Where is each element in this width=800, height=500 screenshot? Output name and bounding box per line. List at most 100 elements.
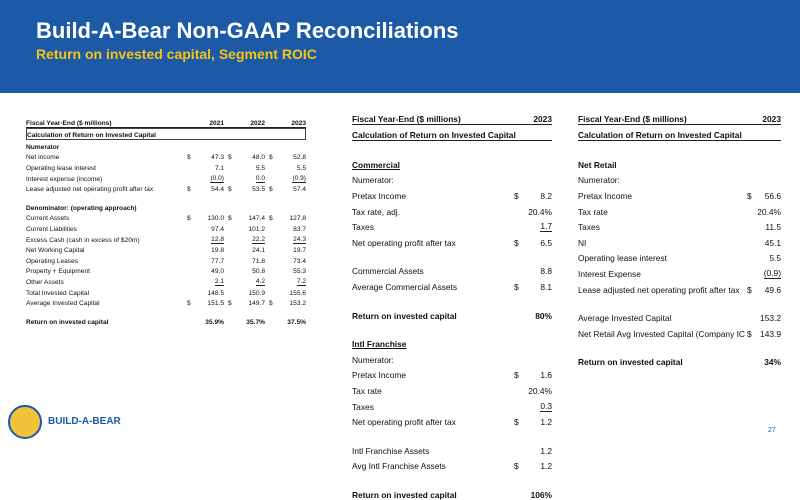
value-cell: 0.3 — [514, 401, 552, 412]
row-label: Taxes — [352, 222, 374, 233]
spacer — [352, 471, 552, 484]
value: 45.1 — [764, 237, 781, 248]
value: 143.9 — [760, 328, 781, 339]
value: 47.3 — [211, 154, 224, 162]
value-cell: 12.8 — [183, 236, 224, 244]
value-cell: 37.5% — [265, 319, 306, 326]
table-row: Operating Leases 77.7 71.8 73.4 — [26, 254, 306, 265]
table-row: Interest expense (income) (0.0) 0.0 (0.9) — [26, 172, 306, 183]
value: 1.2 — [540, 417, 552, 428]
row-label: Calculation of Return on Invested Capita… — [352, 130, 516, 141]
value: 1.2 — [540, 445, 552, 456]
currency: $ — [514, 370, 519, 381]
value-cell: 153.2 — [747, 313, 781, 323]
header-label: Fiscal Year-End ($ millions) — [26, 119, 112, 127]
value: 97.4 — [211, 225, 224, 233]
value-cell: 1.7 — [514, 221, 552, 233]
table-row: Calculation of Return on Invested Capita… — [352, 125, 552, 142]
table-row: Net income $47.3 $48.0 $52.8 — [26, 151, 306, 162]
header-row: Fiscal Year-End ($ millions) 2023 — [352, 108, 552, 125]
value: 127.8 — [289, 215, 306, 223]
value: 48.0 — [252, 154, 265, 162]
row-label: Interest Expense — [578, 268, 641, 279]
row-label: Return on invested capital — [352, 489, 457, 500]
value: 12.8 — [211, 235, 224, 244]
row-label: Other Assets — [26, 278, 64, 286]
header-row: Fiscal Year-End ($ millions) 2021 2022 2023 — [26, 116, 306, 128]
value-cell: 24.1 — [224, 247, 265, 254]
value: 5.5 — [296, 164, 306, 172]
value: 54.4 — [211, 186, 224, 194]
table-row: Return on invested capital 80% — [352, 305, 552, 321]
table-row: Taxes 1.7 — [352, 217, 552, 233]
table-row: Pretax Income $1.6 — [352, 365, 552, 381]
spacer — [352, 248, 552, 261]
spacer — [578, 295, 781, 308]
header-cell: 2023 — [747, 114, 781, 124]
row-label: Numerator: — [352, 354, 394, 365]
value: (0.9) — [292, 174, 306, 183]
currency: $ — [514, 461, 519, 472]
value: 1.6 — [540, 370, 552, 381]
row-label: Net Working Capital — [26, 247, 85, 255]
row-group: Calculation of Return on Invested Capita… — [352, 125, 552, 142]
value-cell: 11.5 — [747, 222, 781, 232]
value: 151.5 — [207, 300, 224, 308]
value-cell: 155.6 — [265, 290, 306, 297]
value-cell: $56.6 — [747, 191, 781, 201]
value-cell: $48.0 — [224, 154, 265, 161]
table-row: Total Invested Capital 148.5 150.9 155.6 — [26, 286, 306, 297]
value: 5.5 — [769, 253, 781, 264]
header-cell: 2023 — [265, 120, 306, 127]
table-row: Avg Intl Franchise Assets $1.2 — [352, 456, 552, 472]
value: 11.5 — [765, 222, 781, 233]
currency: $ — [187, 154, 191, 162]
row-group: Net Retail Numerator: Pretax Income $56.6 Ta… — [578, 154, 781, 295]
value: 4.2 — [255, 277, 265, 286]
value-cell: 35.7% — [224, 319, 265, 326]
table-row: Taxes 0.3 — [352, 396, 552, 412]
value: 8.1 — [540, 281, 552, 292]
row-label: Taxes — [352, 401, 374, 412]
spacer — [578, 339, 781, 352]
table-row: Numerator: — [578, 170, 781, 185]
row-group: Return on invested capital 106% — [352, 484, 552, 500]
value-cell: 2.1 — [183, 278, 224, 286]
value-cell: 5.5 — [265, 165, 306, 172]
row-label: Commercial Assets — [352, 266, 424, 277]
value-cell: $57.4 — [265, 186, 306, 193]
logo-badge — [8, 405, 42, 439]
value-cell: $127.8 — [265, 215, 306, 222]
table-row: Operating lease interest 7.1 5.5 5.5 — [26, 161, 306, 172]
row-label: Intl Franchise Assets — [352, 445, 430, 456]
year: 2023 — [533, 113, 552, 124]
value: 2.1 — [214, 277, 224, 286]
table-row: Net operating profit after tax $1.2 — [352, 412, 552, 428]
row-group: Intl Franchise Assets 1.2 Avg Intl Franchi… — [352, 440, 552, 472]
table-row: Return on invested capital 35.9% 35.7% 37.5… — [26, 315, 306, 326]
table-row: Calculation of Return on Invested Capita… — [578, 125, 781, 142]
row-label: Tax rate — [578, 206, 608, 217]
value-cell: $8.2 — [514, 191, 552, 201]
row-label: Commercial — [352, 159, 400, 170]
currency: $ — [269, 154, 273, 162]
value-cell: 80% — [514, 311, 552, 321]
table-row: Other Assets 2.1 4.2 7.2 — [26, 275, 306, 286]
row-label: Average Commercial Assets — [352, 281, 458, 292]
value-cell: 45.1 — [747, 238, 781, 248]
table-row: Lease adjusted net operating profit afte… — [26, 183, 306, 194]
currency: $ — [187, 215, 191, 223]
value-cell: 49.0 — [183, 268, 224, 275]
table: Fiscal Year-End ($ millions) 2021 2022 2023… — [26, 116, 306, 326]
header-cell: 2023 — [514, 114, 552, 124]
table-row: Pretax Income $56.6 — [578, 185, 781, 201]
row-label: Lease adjusted net operating profit afte… — [578, 284, 740, 295]
value-cell: 97.4 — [183, 226, 224, 233]
table-row: Numerator: — [352, 170, 552, 185]
value: 8.8 — [540, 266, 552, 277]
table: Fiscal Year-End ($ millions) 2023 Calculat… — [578, 108, 781, 367]
table-row: Calculation of Return on Invested Capita… — [26, 127, 306, 141]
value: 148.5 — [207, 289, 224, 297]
value: 149.7 — [248, 300, 265, 308]
row-label: Interest expense (income) — [26, 175, 103, 183]
